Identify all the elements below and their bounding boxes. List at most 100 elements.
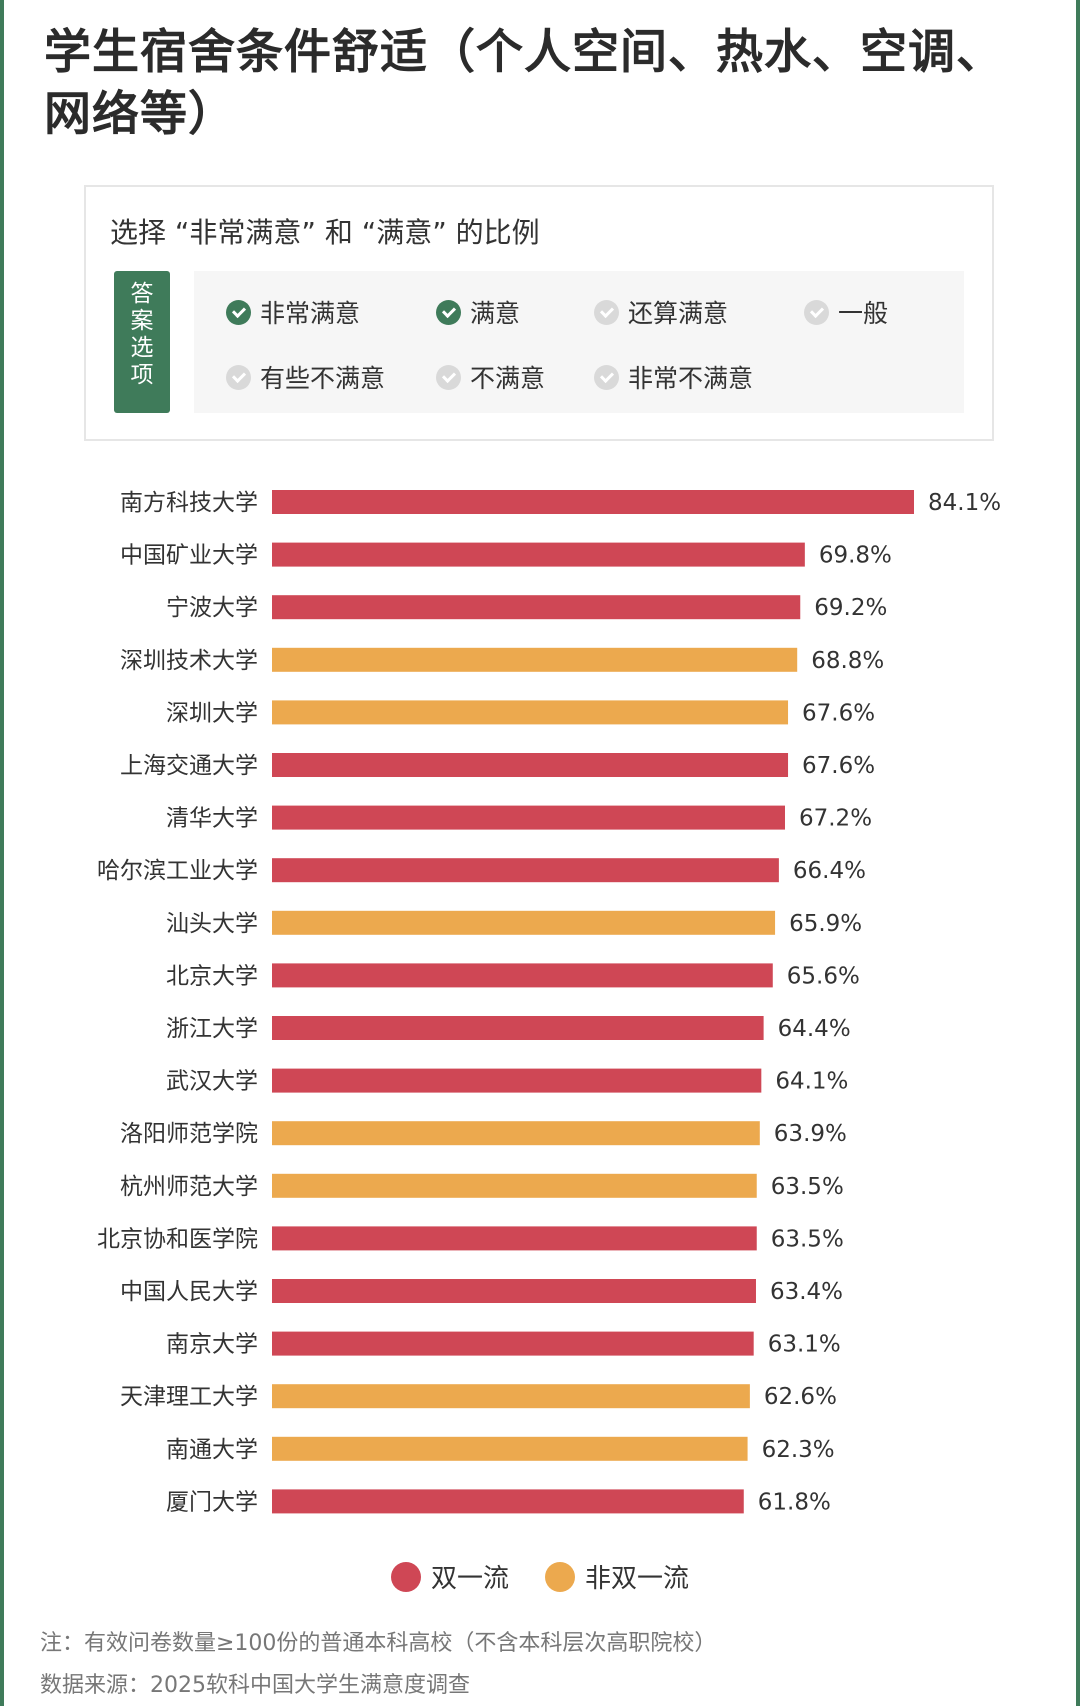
value-label: 68.8% [811, 648, 884, 674]
bar [272, 753, 789, 777]
option-label: 满意 [470, 299, 521, 328]
value-label: 67.6% [802, 700, 875, 726]
option-label: 有些不满意 [260, 364, 386, 393]
bar [272, 858, 779, 883]
option-very-dissatisfied: 非常不满意 [594, 359, 753, 395]
value-label: 69.2% [814, 595, 887, 621]
value-label: 67.6% [802, 753, 875, 779]
bar [272, 595, 801, 620]
check-icon [436, 364, 461, 390]
category-label: 上海交通大学 [120, 753, 258, 779]
left-edge-stripe [0, 0, 4, 1706]
check-icon [594, 364, 619, 390]
value-label: 62.6% [764, 1384, 837, 1410]
value-label: 66.4% [793, 858, 866, 884]
options-panel: 非常满意 满意 还算满意 一般 有些不满意 不满意 非常不满意 [194, 271, 964, 413]
answer-options-tag: 答 案 选 项 [114, 271, 170, 413]
legend-label: 双一流 [430, 1564, 509, 1594]
category-label: 杭州师范大学 [120, 1174, 258, 1200]
bar [272, 1489, 744, 1514]
footnote: 注：有效问卷数量≥100份的普通本科高校（不含本科层次高职院校） [40, 1631, 717, 1656]
category-label: 北京大学 [166, 963, 258, 989]
legend-dot-icon [545, 1561, 575, 1592]
category-label: 厦门大学 [166, 1489, 258, 1515]
category-label: 洛阳师范学院 [120, 1121, 258, 1147]
option-very-satisfied: 非常满意 [226, 294, 360, 330]
right-edge-stripe [1076, 0, 1080, 1706]
bar [272, 1384, 750, 1409]
category-label: 南通大学 [166, 1437, 258, 1463]
value-label: 62.3% [762, 1437, 835, 1463]
check-icon [226, 364, 251, 390]
value-label: 69.8% [819, 543, 892, 569]
option-fairly-satisfied: 还算满意 [594, 294, 728, 330]
category-label: 深圳大学 [166, 700, 258, 726]
value-label: 84.1% [928, 490, 1001, 516]
category-label: 清华大学 [166, 806, 258, 832]
category-label: 南方科技大学 [120, 490, 258, 516]
bar [272, 700, 789, 725]
bar [272, 1173, 757, 1198]
option-label: 还算满意 [628, 299, 729, 328]
options-subtitle: 选择 “非常满意” 和 “满意” 的比例 [110, 216, 540, 249]
legend-item-non-double-first-class: 非双一流 [545, 1558, 689, 1595]
category-label: 哈尔滨工业大学 [97, 858, 258, 884]
category-label: 天津理工大学 [120, 1384, 258, 1410]
option-label: 不满意 [470, 364, 546, 393]
value-label: 63.9% [774, 1121, 847, 1147]
category-label: 武汉大学 [166, 1069, 258, 1095]
bar [272, 1068, 762, 1093]
category-label: 汕头大学 [166, 911, 258, 937]
value-label: 63.1% [768, 1332, 841, 1358]
value-label: 65.9% [789, 911, 862, 937]
check-icon [436, 299, 461, 325]
tag-char: 案 [130, 308, 154, 334]
bar [272, 542, 805, 567]
value-label: 63.4% [770, 1279, 843, 1305]
answer-options-box: 选择 “非常满意” 和 “满意” 的比例 答 案 选 项 非常满意 满意 还算满… [84, 185, 994, 441]
value-label: 61.8% [758, 1489, 831, 1515]
tag-char: 项 [130, 362, 154, 388]
data-source: 数据来源：2025软科中国大学生满意度调查 [40, 1673, 470, 1698]
category-label: 南京大学 [166, 1332, 258, 1358]
option-label: 非常不满意 [628, 364, 754, 393]
bar [272, 1016, 764, 1040]
option-satisfied: 满意 [436, 294, 520, 330]
value-label: 67.2% [799, 806, 872, 832]
bar [272, 910, 776, 935]
value-label: 63.5% [771, 1226, 844, 1252]
bar [272, 1279, 756, 1303]
legend-dot-icon [390, 1561, 421, 1592]
legend-item-double-first-class: 双一流 [390, 1558, 509, 1595]
legend-label: 非双一流 [585, 1564, 690, 1594]
bar [272, 1121, 760, 1146]
value-label: 64.4% [778, 1016, 851, 1042]
bar [272, 490, 914, 514]
category-label: 北京协和医学院 [97, 1226, 258, 1252]
bar [272, 647, 798, 672]
check-icon [226, 299, 251, 325]
category-label: 中国矿业大学 [120, 543, 258, 569]
value-label: 63.5% [771, 1174, 844, 1200]
option-label: 非常满意 [260, 299, 361, 328]
category-label: 浙江大学 [166, 1016, 258, 1042]
bar [272, 963, 773, 988]
category-label: 深圳技术大学 [120, 648, 258, 674]
check-icon [594, 299, 619, 325]
bar-chart: 南方科技大学 84.1% 中国矿业大学 69.8% 宁波大学 69.2% 深圳技术大学 68.… [97, 490, 1001, 1515]
option-somewhat-dissatisfied: 有些不满意 [226, 359, 385, 395]
category-label: 中国人民大学 [120, 1279, 258, 1305]
bar [272, 1226, 757, 1251]
value-label: 64.1% [775, 1069, 848, 1095]
option-dissatisfied: 不满意 [436, 359, 545, 395]
check-icon [804, 299, 829, 325]
tag-char: 选 [130, 335, 154, 361]
bar [272, 1331, 754, 1356]
option-label: 一般 [838, 299, 889, 328]
option-neutral: 一般 [804, 294, 888, 330]
value-label: 65.6% [787, 963, 860, 989]
page-title: 学生宿舍条件舒适（个人空间、热水、空调、网络等） [44, 25, 1004, 142]
chart-legend: 双一流 非双一流 [0, 1558, 1080, 1595]
tag-char: 答 [130, 281, 154, 307]
bar [272, 805, 785, 830]
